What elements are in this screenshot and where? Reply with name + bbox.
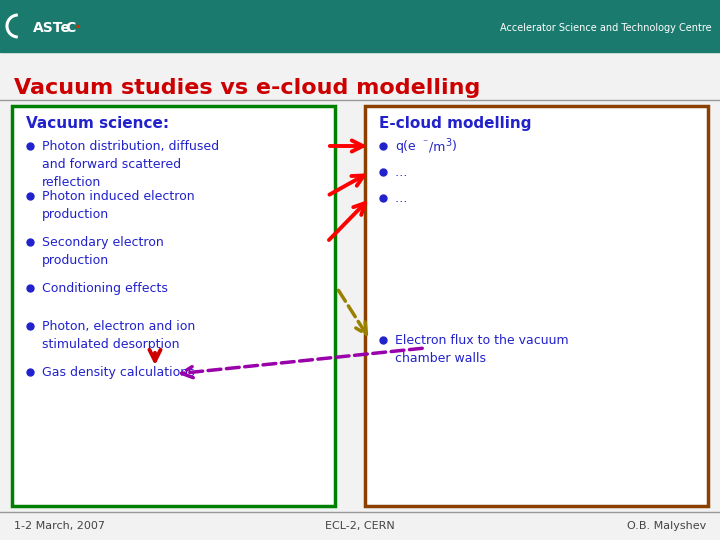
- Text: Photon, electron and ion
stimulated desorption: Photon, electron and ion stimulated deso…: [42, 320, 195, 351]
- Text: 1-2 March, 2007: 1-2 March, 2007: [14, 521, 105, 531]
- Text: /m: /m: [429, 140, 446, 153]
- Bar: [365, 106, 708, 506]
- Text: …: …: [395, 166, 408, 179]
- Text: ): ): [452, 140, 457, 153]
- Text: Accelerator Science and Technology Centre: Accelerator Science and Technology Centr…: [500, 23, 712, 33]
- Bar: [12, 106, 335, 506]
- Text: Vacuum studies vs e-cloud modelling: Vacuum studies vs e-cloud modelling: [14, 78, 480, 98]
- Text: …: …: [395, 192, 408, 205]
- Text: ⁻: ⁻: [422, 138, 427, 148]
- Text: O.B. Malyshev: O.B. Malyshev: [626, 521, 706, 531]
- Text: Conditioning effects: Conditioning effects: [42, 282, 168, 295]
- Text: Photon distribution, diffused
and forward scattered
reflection: Photon distribution, diffused and forwar…: [42, 140, 219, 189]
- Text: 3: 3: [445, 138, 451, 148]
- Text: Vacuum science:: Vacuum science:: [26, 116, 169, 131]
- Text: .: .: [74, 17, 80, 31]
- Text: E-cloud modelling: E-cloud modelling: [379, 116, 531, 131]
- Text: Secondary electron
production: Secondary electron production: [42, 236, 163, 267]
- Text: ASTe: ASTe: [33, 21, 71, 35]
- Text: q(e: q(e: [395, 140, 415, 153]
- Text: Electron flux to the vacuum
chamber walls: Electron flux to the vacuum chamber wall…: [395, 334, 569, 365]
- Bar: [0, 0, 720, 52]
- Text: Gas density calculations: Gas density calculations: [42, 366, 194, 379]
- Text: C: C: [65, 21, 76, 35]
- Text: Photon induced electron
production: Photon induced electron production: [42, 190, 194, 221]
- Text: ECL-2, CERN: ECL-2, CERN: [325, 521, 395, 531]
